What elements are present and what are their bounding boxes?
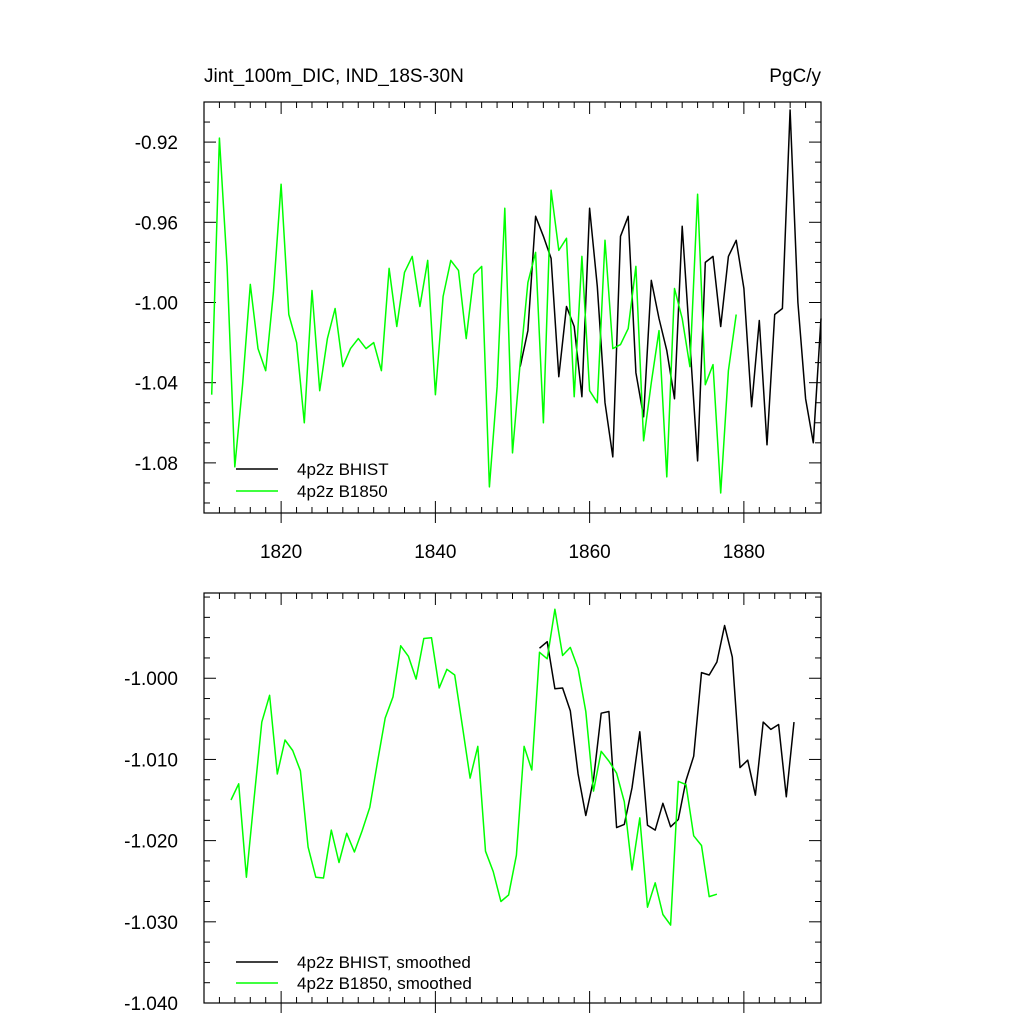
bottom-plot-frame: [203, 592, 822, 1004]
y-tick-label: -0.92: [135, 133, 178, 154]
top-series-lines: [210, 109, 822, 494]
x-tick-label: 1860: [568, 542, 610, 563]
x-tick-label: 1840: [414, 542, 456, 563]
top-legend: 4p2z BHIST 4p2z B1850: [236, 460, 389, 501]
y-tick-label: -1.000: [124, 669, 178, 690]
series-line-bhist: [539, 624, 795, 831]
top-plot-frame: [203, 101, 822, 514]
y-tick-label: -0.96: [135, 213, 178, 234]
legend-label-b1850-smoothed: 4p2z B1850, smoothed: [297, 974, 472, 993]
series-line-b1850: [230, 608, 718, 926]
y-tick-label: -1.040: [124, 994, 178, 1015]
series-line-b1850: [210, 137, 737, 494]
y-tick-label: -1.020: [124, 832, 178, 853]
bottom-plot-panel: -1.000 -1.010 -1.020 -1.030 -1.040 4p2z BHIS…: [124, 592, 822, 1015]
top-plot-panel: Jint_100m_DIC, IND_18S-30N PgC/y 1820 184…: [135, 66, 822, 563]
legend-label-bhist-smoothed: 4p2z BHIST, smoothed: [297, 953, 471, 972]
top-axis-ticks: 1820 1840 1860 1880 -0.92 -0.96 -1.00 -1.04 -1.0…: [135, 101, 822, 563]
bottom-series-lines: [230, 608, 795, 926]
chart-title: Jint_100m_DIC, IND_18S-30N: [204, 66, 464, 87]
y-tick-label: -1.00: [135, 293, 178, 314]
legend-label-b1850: 4p2z B1850: [297, 482, 388, 501]
y-tick-label: -1.010: [124, 750, 178, 771]
y-tick-label: -1.08: [135, 454, 178, 475]
y-tick-label: -1.030: [124, 913, 178, 934]
units-label: PgC/y: [769, 66, 821, 87]
series-line-bhist: [519, 109, 822, 462]
legend-label-bhist: 4p2z BHIST: [297, 460, 389, 479]
x-tick-label: 1820: [260, 542, 302, 563]
x-tick-label: 1880: [723, 542, 765, 563]
bottom-legend: 4p2z BHIST, smoothed 4p2z B1850, smoothe…: [236, 953, 472, 993]
y-tick-label: -1.04: [135, 374, 179, 395]
bottom-axis-ticks: -1.000 -1.010 -1.020 -1.030 -1.040: [124, 593, 822, 1015]
